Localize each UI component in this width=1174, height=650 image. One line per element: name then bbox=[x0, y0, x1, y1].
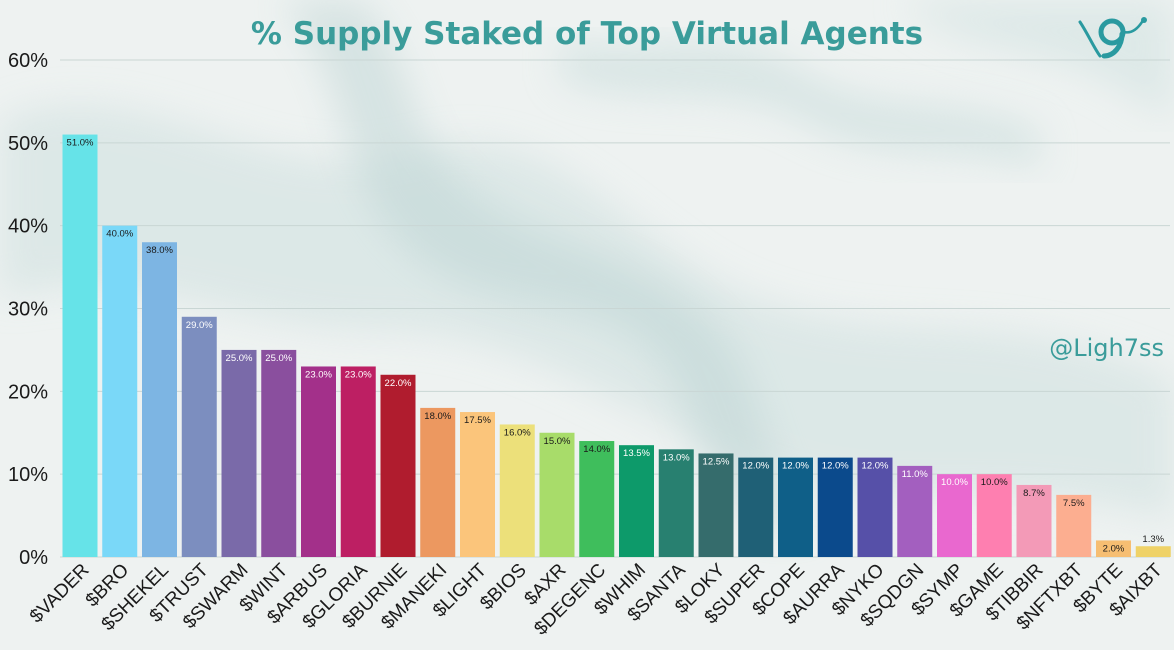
data-label: 38.0% bbox=[146, 245, 173, 256]
data-label: 15.0% bbox=[544, 436, 571, 447]
bar bbox=[937, 474, 972, 557]
bar bbox=[1135, 546, 1171, 557]
data-label: 18.0% bbox=[424, 411, 451, 422]
data-label: 2.0% bbox=[1103, 543, 1125, 554]
bar bbox=[1096, 540, 1131, 557]
bar bbox=[897, 465, 933, 557]
bar bbox=[658, 449, 694, 557]
data-label: 23.0% bbox=[305, 369, 332, 380]
data-label: 25.0% bbox=[226, 353, 253, 364]
y-tick-label: 20% bbox=[8, 381, 48, 403]
y-tick-label: 60% bbox=[8, 50, 48, 72]
data-label: 23.0% bbox=[345, 369, 372, 380]
y-tick-label: 50% bbox=[8, 133, 48, 155]
bar bbox=[62, 134, 98, 558]
brand-logo bbox=[1078, 17, 1147, 59]
data-label: 8.7% bbox=[1023, 488, 1045, 499]
data-label: 40.0% bbox=[106, 229, 133, 240]
data-label: 10.0% bbox=[941, 477, 968, 488]
data-label: 12.5% bbox=[703, 456, 730, 467]
bar bbox=[460, 412, 495, 557]
bar bbox=[619, 445, 654, 557]
data-label: 12.0% bbox=[782, 461, 809, 472]
category-label: $BIOS bbox=[476, 560, 530, 614]
data-label: 1.3% bbox=[1142, 534, 1164, 545]
bar bbox=[976, 474, 1012, 557]
data-label: 22.0% bbox=[385, 378, 412, 389]
bar bbox=[102, 225, 138, 557]
bar bbox=[1056, 494, 1092, 557]
data-label: 12.0% bbox=[862, 461, 889, 472]
author-handle: @Ligh7ss bbox=[1049, 334, 1164, 362]
bar bbox=[181, 316, 217, 557]
bar bbox=[380, 374, 416, 557]
bar bbox=[817, 457, 853, 557]
bar bbox=[539, 432, 575, 557]
bar bbox=[499, 424, 535, 557]
y-tick-label: 10% bbox=[8, 464, 48, 486]
chart-title: % Supply Staked of Top Virtual Agents bbox=[250, 16, 924, 52]
bar bbox=[738, 457, 774, 557]
data-label: 25.0% bbox=[265, 353, 292, 364]
data-label: 11.0% bbox=[902, 469, 929, 480]
data-label: 7.5% bbox=[1063, 498, 1085, 509]
data-label: 17.5% bbox=[464, 415, 491, 426]
data-label: 10.0% bbox=[981, 477, 1008, 488]
bar bbox=[420, 407, 456, 557]
data-label: 29.0% bbox=[186, 320, 213, 331]
bar bbox=[221, 349, 257, 557]
y-tick-label: 0% bbox=[19, 547, 48, 569]
data-label: 12.0% bbox=[822, 461, 849, 472]
data-label: 51.0% bbox=[67, 138, 94, 149]
bar bbox=[1016, 484, 1052, 557]
bar bbox=[778, 457, 813, 557]
data-label: 13.5% bbox=[623, 448, 650, 459]
bar bbox=[301, 366, 336, 557]
bar bbox=[340, 366, 376, 557]
y-tick-label: 40% bbox=[8, 216, 48, 238]
data-label: 13.0% bbox=[663, 452, 690, 463]
data-label: 12.0% bbox=[742, 461, 769, 472]
bar bbox=[142, 242, 177, 557]
bar bbox=[698, 453, 734, 557]
bar bbox=[857, 457, 893, 557]
data-label: 14.0% bbox=[583, 444, 610, 455]
bar bbox=[261, 349, 297, 557]
data-label: 16.0% bbox=[504, 427, 531, 438]
bar bbox=[579, 441, 615, 557]
y-tick-label: 30% bbox=[8, 299, 48, 321]
